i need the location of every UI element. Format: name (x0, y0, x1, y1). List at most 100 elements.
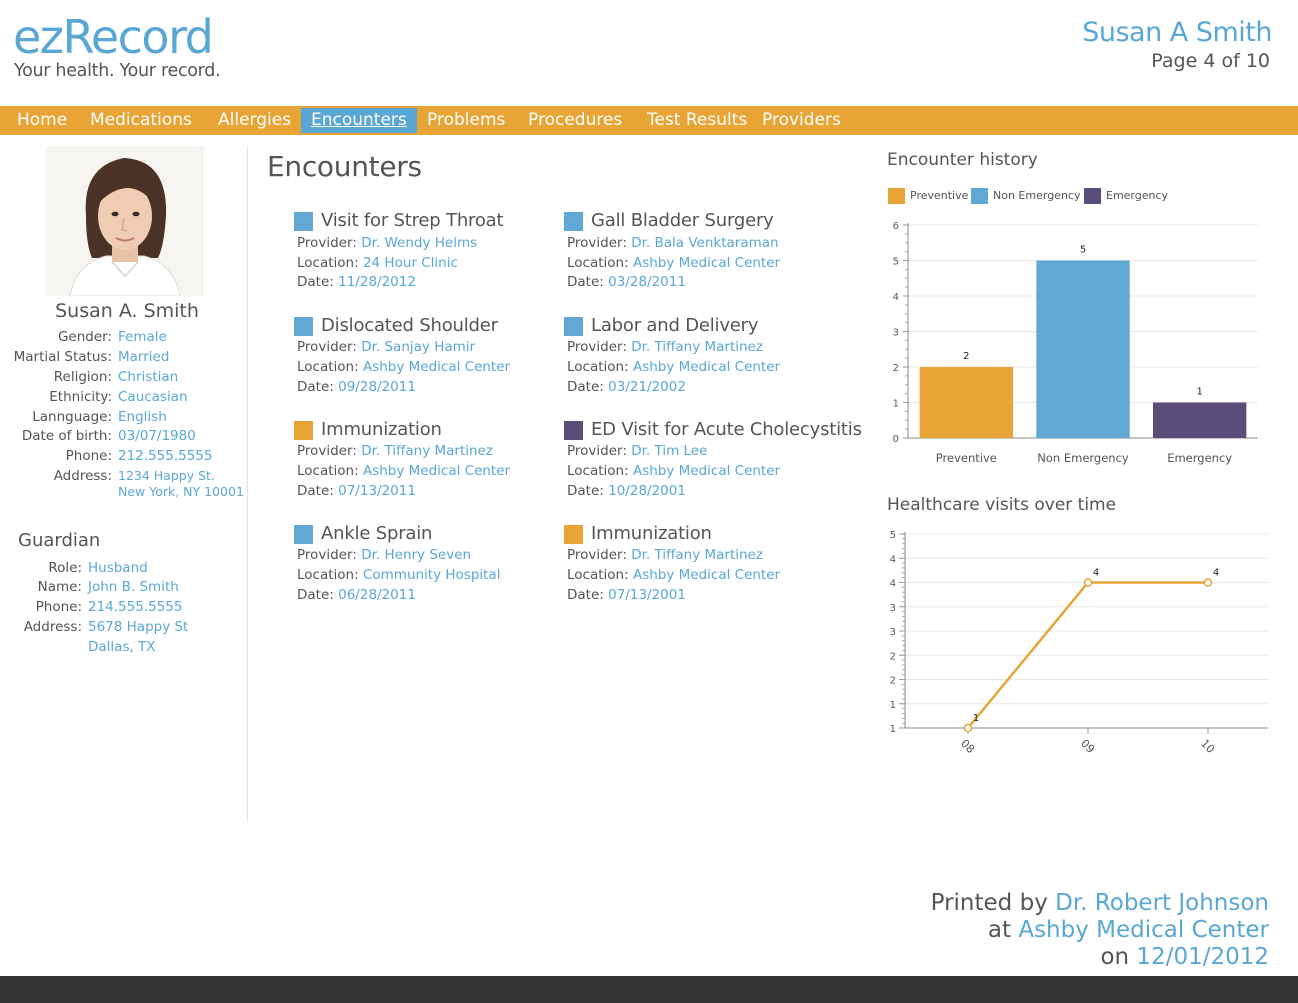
provider-label: Provider: (567, 235, 627, 251)
y-tick-label: 3 (890, 603, 896, 614)
y-tick-label: 3 (890, 627, 896, 638)
encounter-card[interactable]: Labor and Delivery Provider: Dr. Tiffany… (564, 315, 864, 415)
date-label: Date: (297, 274, 334, 290)
encounter-title[interactable]: Ankle Sprain (321, 523, 433, 544)
encounter-title[interactable]: Gall Bladder Surgery (591, 210, 774, 231)
x-tick-label: 08 (958, 737, 977, 756)
main-navigation: Home Medications Allergies Encounters Pr… (0, 106, 1298, 135)
encounter-type-swatch (294, 317, 313, 336)
provider-link[interactable]: Dr. Tiffany Martinez (361, 443, 493, 459)
encounter-card[interactable]: ED Visit for Acute Cholecystitis Provide… (564, 419, 864, 519)
encounter-type-swatch (564, 525, 583, 544)
encounters-title: Encounters (267, 150, 422, 183)
patient-photo (46, 146, 204, 296)
date-value: 11/28/2012 (338, 274, 416, 290)
nav-item-allergies[interactable]: Allergies (218, 110, 292, 130)
date-value: 07/13/2001 (608, 587, 686, 603)
bar-non-emergency (1036, 260, 1130, 438)
gender-label: Gender: (57, 329, 112, 345)
phone-label: Phone: (65, 448, 112, 464)
visits-over-time-line-chart: 1 1 2 2 3 3 4 4 5 08 09 10 1 4 4 (890, 530, 1268, 756)
address-label: Address: (53, 468, 112, 484)
print-info: Printed by Dr. Robert Johnson at Ashby M… (931, 890, 1269, 971)
printed-by-label: Printed by (930, 890, 1048, 916)
marital-status-value: Married (118, 349, 170, 365)
encounter-card[interactable]: Gall Bladder Surgery Provider: Dr. Bala … (564, 210, 864, 310)
encounter-card[interactable]: Ankle Sprain Provider: Dr. Henry Seven L… (294, 523, 594, 623)
location-link[interactable]: Ashby Medical Center (362, 463, 511, 479)
y-tick-label: 4 (890, 554, 896, 565)
encounter-card[interactable]: Visit for Strep Throat Provider: Dr. Wen… (294, 210, 594, 310)
dob-label: Date of birth: (21, 428, 112, 444)
guardian-name-label: Name: (37, 579, 82, 595)
provider-link[interactable]: Dr. Tim Lee (631, 443, 708, 459)
legend-label-preventive: Preventive (910, 189, 969, 202)
religion-label: Religion: (53, 369, 112, 385)
y-tick-label: 4 (893, 292, 899, 303)
provider-label: Provider: (297, 339, 357, 355)
nav-item-procedures[interactable]: Procedures (528, 110, 623, 130)
date-label: Date: (567, 483, 604, 499)
location-link[interactable]: Ashby Medical Center (632, 255, 781, 271)
y-tick-label: 1 (890, 724, 896, 735)
nav-item-encounters[interactable]: Encounters (301, 108, 417, 133)
dob-value: 03/07/1980 (118, 428, 196, 444)
data-point (1083, 578, 1093, 587)
guardian-address-line-2: Dallas, TX (88, 639, 156, 655)
app-logo[interactable]: ezRecord (13, 10, 214, 64)
provider-link[interactable]: Dr. Wendy Helms (361, 235, 478, 251)
location-link[interactable]: Community Hospital (362, 567, 501, 583)
location-link[interactable]: Ashby Medical Center (632, 567, 781, 583)
provider-link[interactable]: Dr. Tiffany Martinez (631, 547, 763, 563)
encounter-type-swatch (294, 525, 313, 544)
encounter-card[interactable]: Immunization Provider: Dr. Tiffany Marti… (294, 419, 594, 519)
guardian-phone-value: 214.555.5555 (88, 599, 183, 615)
provider-link[interactable]: Dr. Henry Seven (361, 547, 472, 563)
location-link[interactable]: Ashby Medical Center (362, 359, 511, 375)
nav-item-test-results[interactable]: Test Results (647, 110, 748, 130)
page-indicator: Page 4 of 10 (1151, 50, 1270, 72)
provider-link[interactable]: Dr. Sanjay Hamir (361, 339, 476, 355)
provider-label: Provider: (567, 547, 627, 563)
x-tick-label: 09 (1078, 737, 1097, 756)
patient-name-header: Susan A Smith (1082, 17, 1272, 48)
y-tick-label: 2 (890, 676, 896, 687)
date-value: 06/28/2011 (338, 587, 416, 603)
printed-at-value: Ashby Medical Center (1018, 917, 1269, 943)
ethnicity-value: Caucasian (118, 389, 188, 405)
provider-link[interactable]: Dr. Tiffany Martinez (631, 339, 763, 355)
location-link[interactable]: Ashby Medical Center (632, 359, 781, 375)
guardian-heading: Guardian (18, 530, 101, 551)
encounter-title[interactable]: Labor and Delivery (591, 315, 759, 336)
encounter-title[interactable]: Dislocated Shoulder (321, 315, 498, 336)
religion-value: Christian (118, 369, 179, 385)
encounter-card[interactable]: Dislocated Shoulder Provider: Dr. Sanjay… (294, 315, 594, 415)
nav-item-medications[interactable]: Medications (90, 110, 192, 130)
date-label: Date: (297, 587, 334, 603)
location-label: Location: (567, 255, 629, 271)
encounter-title[interactable]: Visit for Strep Throat (321, 210, 504, 231)
encounter-title[interactable]: Immunization (591, 523, 712, 544)
location-link[interactable]: Ashby Medical Center (632, 463, 781, 479)
guardian-address-label: Address: (23, 619, 82, 635)
nav-item-home[interactable]: Home (17, 110, 68, 130)
location-link[interactable]: 24 Hour Clinic (362, 255, 458, 271)
encounter-card[interactable]: Immunization Provider: Dr. Tiffany Marti… (564, 523, 864, 623)
encounter-type-swatch (564, 212, 583, 231)
legend-swatch-preventive (888, 188, 905, 204)
encounter-type-swatch (294, 212, 313, 231)
data-point (1203, 578, 1213, 587)
data-label: 4 (1093, 568, 1099, 579)
location-label: Location: (567, 463, 629, 479)
data-point (963, 723, 973, 733)
nav-item-problems[interactable]: Problems (427, 110, 506, 130)
provider-label: Provider: (567, 339, 627, 355)
encounter-title[interactable]: Immunization (321, 419, 442, 440)
encounter-type-swatch (564, 317, 583, 336)
nav-item-providers[interactable]: Providers (762, 110, 841, 130)
encounter-title[interactable]: ED Visit for Acute Cholecystitis (591, 419, 862, 440)
location-label: Location: (567, 359, 629, 375)
provider-label: Provider: (567, 443, 627, 459)
date-label: Date: (297, 483, 334, 499)
provider-link[interactable]: Dr. Bala Venktaraman (631, 235, 779, 251)
